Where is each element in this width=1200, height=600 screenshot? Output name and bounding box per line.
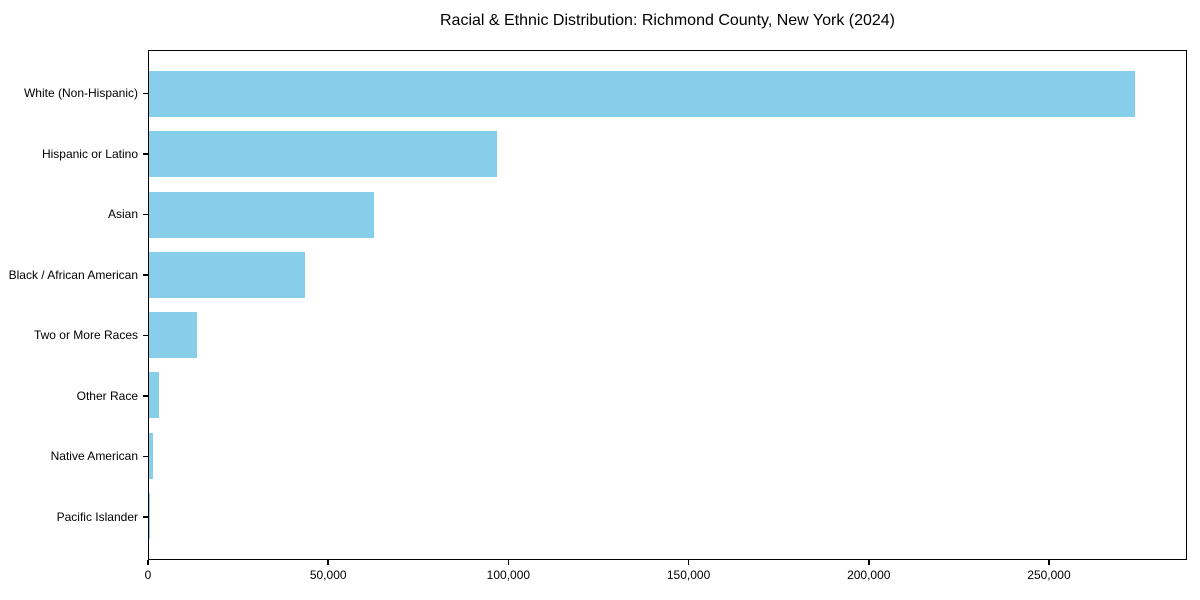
y-axis-labels: White (Non-Hispanic) Hispanic or Latino As… [0, 50, 148, 560]
chart-title: Racial & Ethnic Distribution: Richmond C… [439, 12, 896, 29]
x-tick-mark [687, 560, 690, 565]
x-tick-label: 50,000 [309, 568, 347, 582]
y-tick-mark [143, 334, 148, 336]
y-tick-mark [143, 395, 148, 397]
bar-row [149, 365, 1186, 425]
bar-white-non-hispanic- [149, 71, 1135, 118]
y-tick-label: Asian [107, 207, 138, 222]
bar-two-or-more-races [149, 312, 197, 359]
bar-black-african-american [149, 251, 305, 298]
y-tick-label: Hispanic or Latino [41, 146, 138, 161]
bar-hispanic-or-latino [149, 131, 497, 178]
y-tick-mark [143, 213, 148, 215]
bar-other-race [149, 372, 160, 419]
x-tick-label: 100,000 [486, 568, 531, 582]
bar-row [149, 64, 1186, 124]
x-tick-mark [507, 560, 510, 565]
bar-row [149, 124, 1186, 184]
y-tick-label: Two or More Races [33, 328, 138, 343]
y-tick-row: Asian [0, 184, 148, 245]
y-tick-row: Black / African American [0, 245, 148, 306]
bar-row [149, 305, 1186, 365]
x-tick-label: 200,000 [847, 568, 891, 582]
y-tick-mark [143, 455, 148, 457]
bars-container [149, 51, 1186, 559]
y-tick-label: Other Race [76, 388, 138, 403]
y-tick-row: White (Non-Hispanic) [0, 63, 148, 124]
x-tick-mark [327, 560, 329, 565]
bar-row [149, 185, 1186, 245]
y-tick-row: Other Race [0, 366, 148, 427]
bar-row [149, 486, 1186, 546]
x-axis: 0 50,000 100,000 150,000 200,000 250,000 [144, 560, 1187, 592]
y-tick-row: Native American [0, 426, 148, 487]
y-tick-row: Pacific Islander [0, 487, 148, 548]
plot-area [148, 50, 1187, 560]
y-tick-mark [143, 153, 148, 155]
bar-row [149, 426, 1186, 486]
x-tick-mark [868, 560, 870, 565]
x-tick-mark [1048, 560, 1050, 565]
y-tick-mark [143, 516, 148, 518]
x-tick-mark [147, 560, 149, 565]
x-tick-label: 250,000 [1027, 568, 1071, 582]
y-tick-label: Native American [50, 449, 138, 464]
y-tick-label: Pacific Islander [56, 509, 138, 524]
y-tick-mark [143, 92, 148, 94]
y-tick-row: Hispanic or Latino [0, 124, 148, 185]
y-tick-mark [143, 274, 148, 276]
x-tick-label: 150,000 [666, 568, 711, 582]
x-tick-label: 0 [144, 568, 152, 582]
y-tick-row: Two or More Races [0, 305, 148, 366]
y-tick-label: Black / African American [8, 267, 138, 282]
bar-asian [149, 191, 374, 238]
bar-native-american [149, 432, 153, 479]
bar-row [149, 245, 1186, 305]
y-tick-label: White (Non-Hispanic) [23, 86, 138, 101]
